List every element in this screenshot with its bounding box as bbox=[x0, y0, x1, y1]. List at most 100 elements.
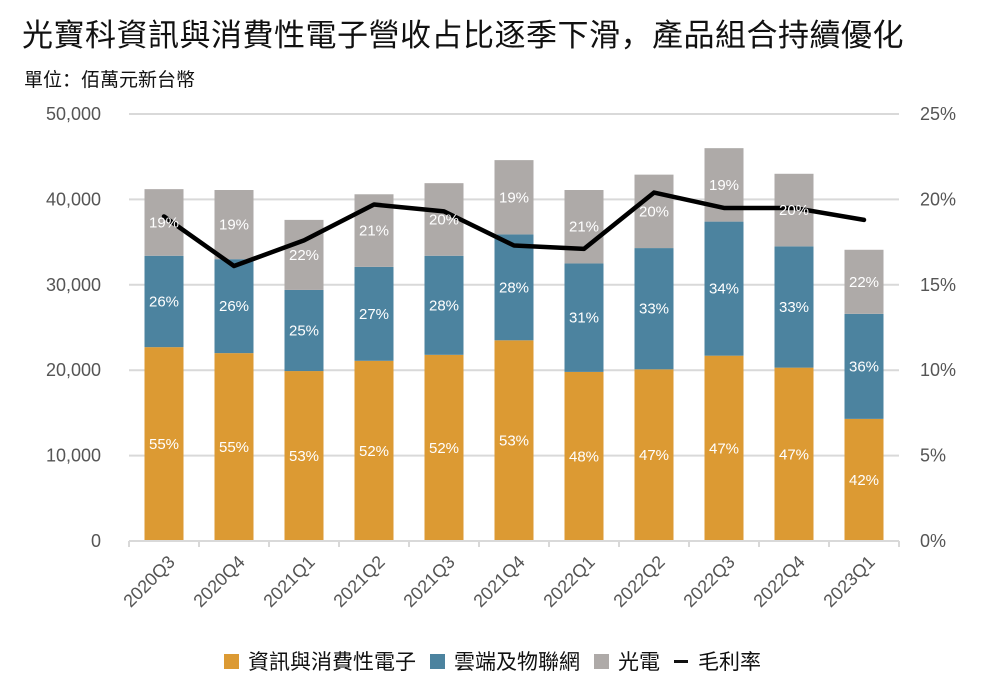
chart-title: 光寶科資訊與消費性電子營收占比逐季下滑，產品組合持續優化 bbox=[22, 18, 904, 54]
chart-unit-subtitle: 單位：佰萬元新台幣 bbox=[24, 69, 196, 91]
x-tick-label: 2020Q4 bbox=[189, 552, 248, 611]
y-tick-label: 50,000 bbox=[46, 104, 101, 124]
legend-swatch bbox=[224, 653, 239, 669]
y2-tick-label: 25% bbox=[920, 104, 956, 124]
bar-segment bbox=[774, 246, 814, 368]
bar-segment bbox=[354, 266, 394, 361]
bar-segment bbox=[284, 289, 324, 372]
bar-segment bbox=[564, 371, 604, 541]
bar-data-label: 21% bbox=[359, 223, 389, 240]
bar-segment bbox=[424, 255, 464, 355]
legend-item-gross-margin[interactable]: 毛利率 bbox=[674, 646, 761, 676]
x-tick-label: 2022Q2 bbox=[609, 552, 668, 611]
bar-data-label: 27% bbox=[359, 306, 389, 323]
bar-data-label: 52% bbox=[359, 443, 389, 460]
bar-segment bbox=[144, 189, 184, 256]
bar-segment bbox=[214, 190, 254, 260]
bar-data-label: 36% bbox=[849, 358, 879, 375]
x-tick-label: 2021Q2 bbox=[329, 552, 388, 611]
bar-segment bbox=[424, 354, 464, 541]
y2-tick-label: 5% bbox=[920, 446, 946, 466]
bar-data-label: 33% bbox=[779, 299, 809, 316]
bar-segment bbox=[214, 353, 254, 541]
bar-segment bbox=[494, 340, 534, 541]
bar-data-label: 22% bbox=[289, 247, 319, 264]
y-tick-label: 10,000 bbox=[46, 446, 101, 466]
x-tick-label: 2022Q1 bbox=[539, 552, 598, 611]
bar-segment bbox=[634, 174, 674, 249]
bar-segment bbox=[844, 313, 884, 419]
bar-data-label: 55% bbox=[219, 439, 249, 456]
x-tick-label: 2022Q3 bbox=[679, 552, 738, 611]
bar-data-label: 19% bbox=[219, 217, 249, 234]
bar-segment bbox=[564, 190, 604, 264]
bar-data-label: 34% bbox=[709, 281, 739, 298]
legend-label: 雲端及物聯網 bbox=[454, 650, 580, 674]
bar-data-label: 55% bbox=[149, 436, 179, 453]
legend-swatch bbox=[594, 653, 609, 669]
bar-segment bbox=[284, 371, 324, 541]
legend-label: 資訊與消費性電子 bbox=[248, 650, 416, 674]
bar-segment bbox=[354, 360, 394, 541]
x-tick-label: 2021Q4 bbox=[469, 552, 528, 611]
bar-data-label: 20% bbox=[429, 211, 459, 228]
margin-line bbox=[161, 190, 867, 269]
legend-item-optoelectronics[interactable]: 光電 bbox=[594, 646, 660, 676]
bar-data-label: 47% bbox=[779, 446, 809, 463]
bars bbox=[144, 148, 884, 541]
bar-segment bbox=[704, 355, 744, 541]
bar-segment bbox=[214, 259, 254, 354]
bar-data-label: 25% bbox=[289, 322, 319, 339]
bar-segment bbox=[634, 248, 674, 370]
bar-segment bbox=[564, 263, 604, 372]
bar-data-label: 31% bbox=[569, 310, 599, 327]
bar-segment bbox=[634, 369, 674, 541]
bar-segment bbox=[144, 255, 184, 348]
y-tick-label: 40,000 bbox=[46, 189, 101, 209]
bar-data-label: 20% bbox=[779, 202, 809, 219]
x-tick-label: 2023Q1 bbox=[819, 552, 878, 611]
bar-data-label: 53% bbox=[499, 433, 529, 450]
bar-data-label: 42% bbox=[849, 472, 879, 489]
y2-tick-label: 15% bbox=[920, 275, 956, 295]
bar-segment bbox=[844, 249, 884, 314]
bar-data-label: 28% bbox=[499, 279, 529, 296]
y-tick-label: 0 bbox=[91, 531, 101, 551]
bar-data-label: 47% bbox=[709, 440, 739, 457]
bar-segment bbox=[494, 234, 534, 341]
bar-data-label: 53% bbox=[289, 448, 319, 465]
bar-data-label: 19% bbox=[149, 214, 179, 231]
y2-tick-label: 10% bbox=[920, 360, 956, 380]
bar-data-label: 33% bbox=[639, 301, 669, 318]
legend: 資訊與消費性電子 雲端及物聯網 光電 毛利率 bbox=[0, 646, 985, 676]
bar-data-label: 26% bbox=[149, 293, 179, 310]
legend-swatch bbox=[430, 653, 445, 669]
y2-tick-label: 0% bbox=[920, 531, 946, 551]
bar-data-label: 22% bbox=[849, 274, 879, 291]
y2-tick-label: 20% bbox=[920, 189, 956, 209]
bar-segment bbox=[704, 221, 744, 356]
bar-data-label: 19% bbox=[709, 177, 739, 194]
bar-data-label: 28% bbox=[429, 297, 459, 314]
bar-segment bbox=[144, 347, 184, 541]
bar-segment bbox=[494, 160, 534, 235]
legend-label: 光電 bbox=[618, 650, 660, 674]
bar-data-label: 20% bbox=[639, 203, 669, 220]
x-tick-label: 2021Q1 bbox=[259, 552, 318, 611]
bar-data-label: 26% bbox=[219, 298, 249, 315]
x-tick-label: 2022Q4 bbox=[749, 552, 808, 611]
legend-label: 毛利率 bbox=[698, 650, 761, 674]
bar-data-label: 19% bbox=[499, 189, 529, 206]
bar-segment bbox=[774, 367, 814, 541]
legend-line-swatch bbox=[674, 659, 688, 663]
legend-item-cloud-iot[interactable]: 雲端及物聯網 bbox=[430, 646, 580, 676]
bar-segment bbox=[844, 418, 884, 541]
y-tick-label: 30,000 bbox=[46, 275, 101, 295]
legend-item-consumer-electronics[interactable]: 資訊與消費性電子 bbox=[224, 646, 416, 676]
x-tick-label: 2020Q3 bbox=[119, 552, 178, 611]
bar-data-label: 47% bbox=[639, 447, 669, 464]
bar-labels: 55% 26% 19% 55% 26% 19% 53% 25% 22% 52% 27% 21% 52% 2… bbox=[149, 177, 879, 489]
x-tick-label: 2021Q3 bbox=[399, 552, 458, 611]
y-tick-label: 20,000 bbox=[46, 360, 101, 380]
